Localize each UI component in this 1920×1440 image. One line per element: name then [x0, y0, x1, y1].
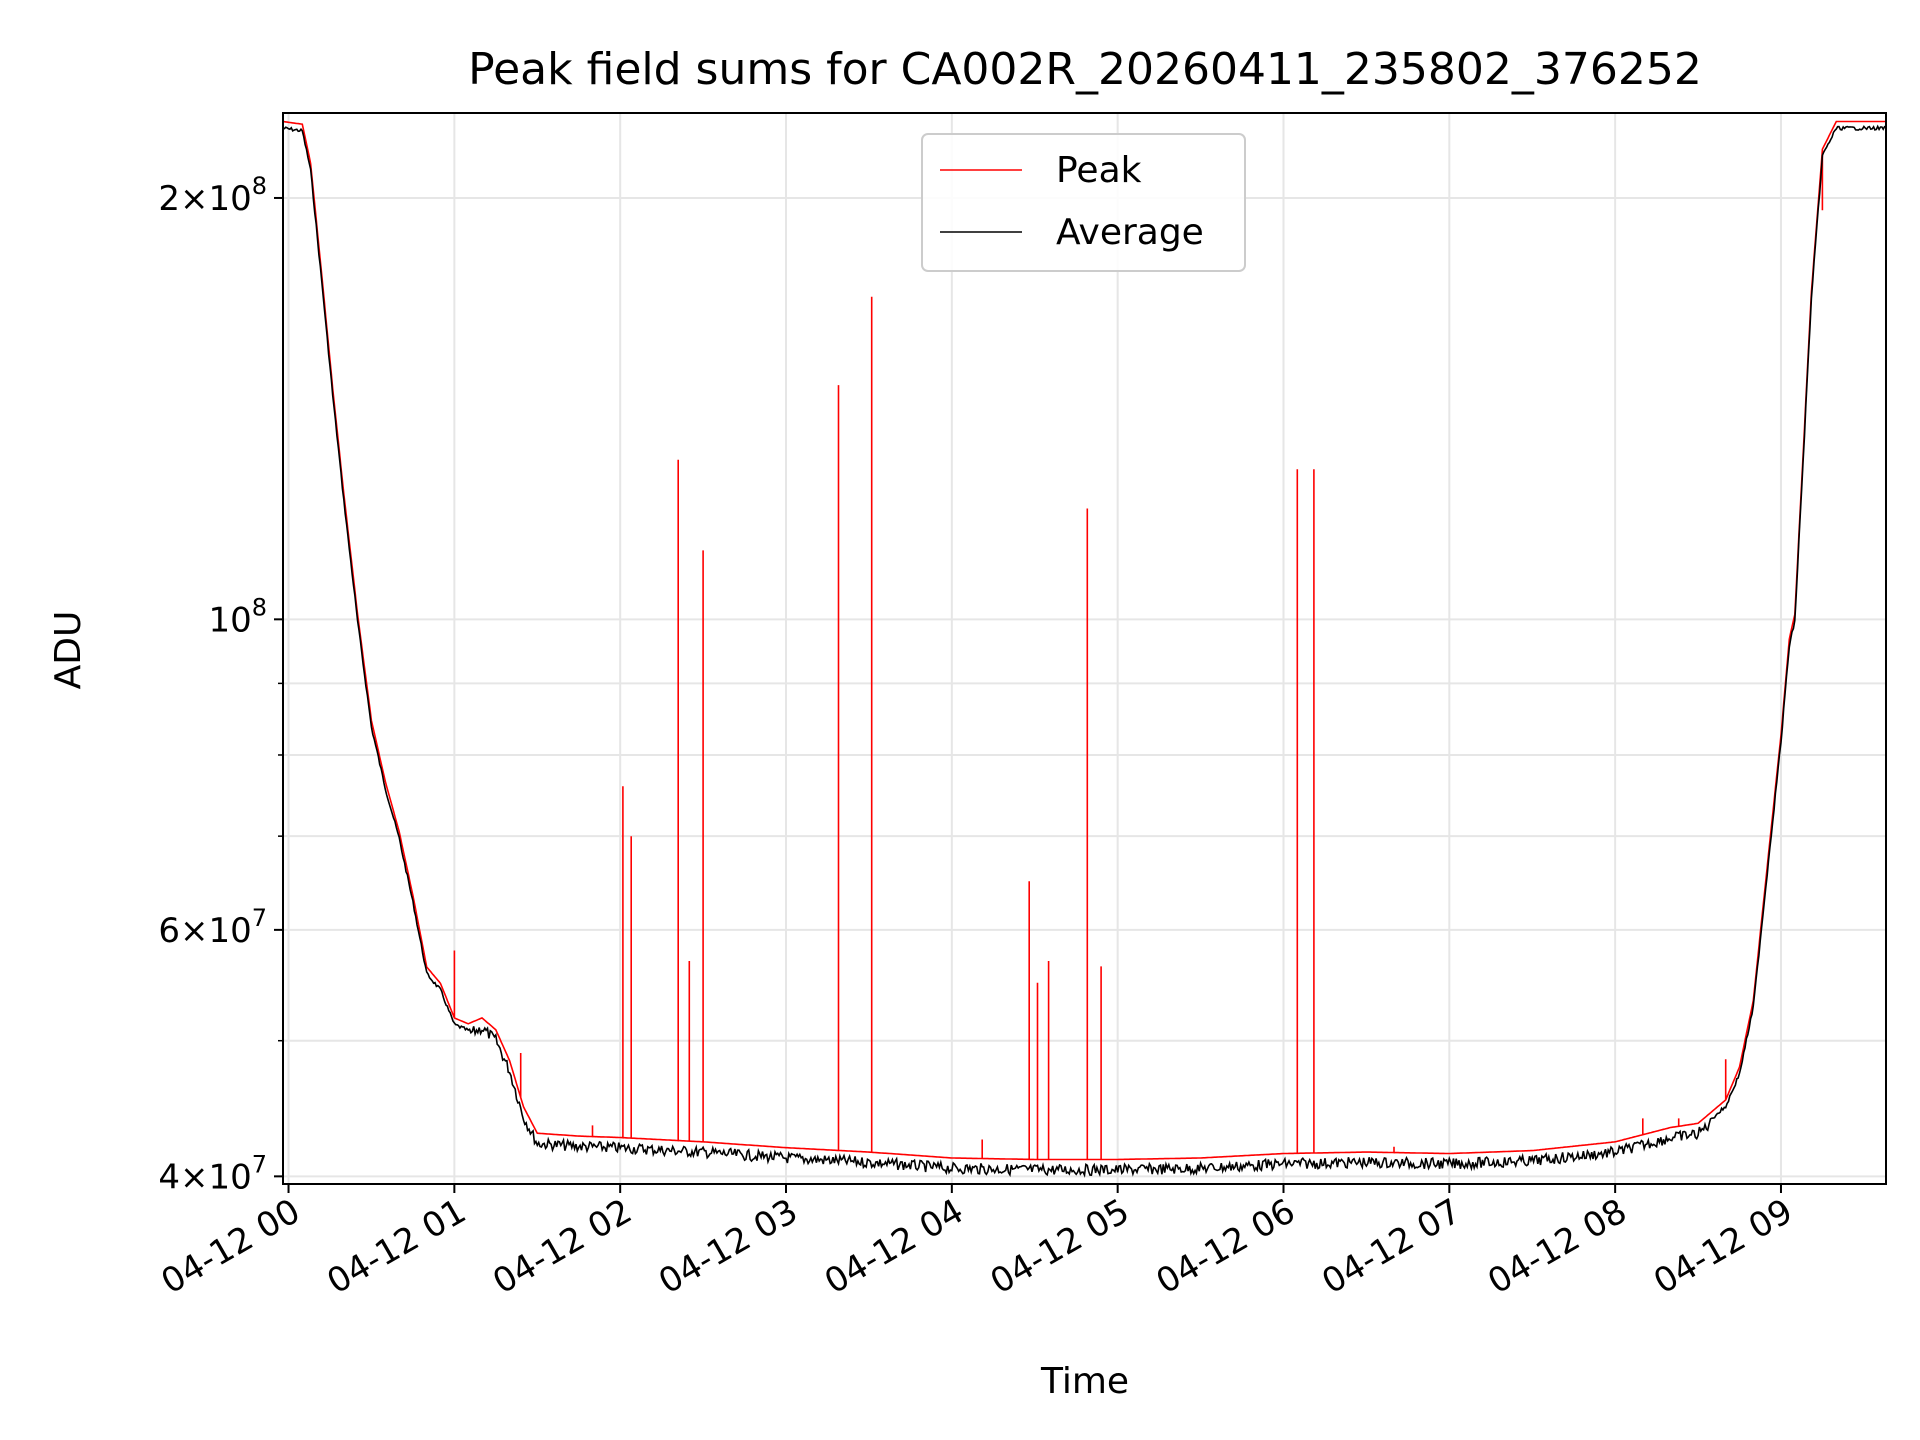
series-line-average [282, 124, 1887, 1178]
plot-frame [282, 112, 1887, 1185]
data-series [282, 120, 1887, 1178]
legend-label-average: Average [1056, 212, 1204, 253]
y-tick-label: 108 [208, 593, 267, 640]
legend: Peak Average [921, 133, 1246, 272]
y-tick-label: 2×108 [158, 172, 267, 219]
y-axis-label: ADU [48, 611, 89, 690]
series-line-peak [282, 120, 1886, 1161]
legend-label-peak: Peak [1056, 150, 1142, 191]
legend-box [921, 133, 1246, 272]
y-tick-label: 6×107 [158, 904, 267, 951]
plot-background [283, 113, 1886, 1184]
y-axis: 4×107 6×107 108 2×108 [158, 172, 283, 1197]
x-axis-label: Time [1040, 1361, 1129, 1402]
plot-area: 04-12 00 04-12 01 04-12 02 04-12 03 04-12 04… [155, 112, 1887, 1302]
chart-title: Peak field sums for CA002R_20260411_2358… [468, 44, 1702, 95]
y-tick-label: 4×107 [158, 1150, 267, 1197]
